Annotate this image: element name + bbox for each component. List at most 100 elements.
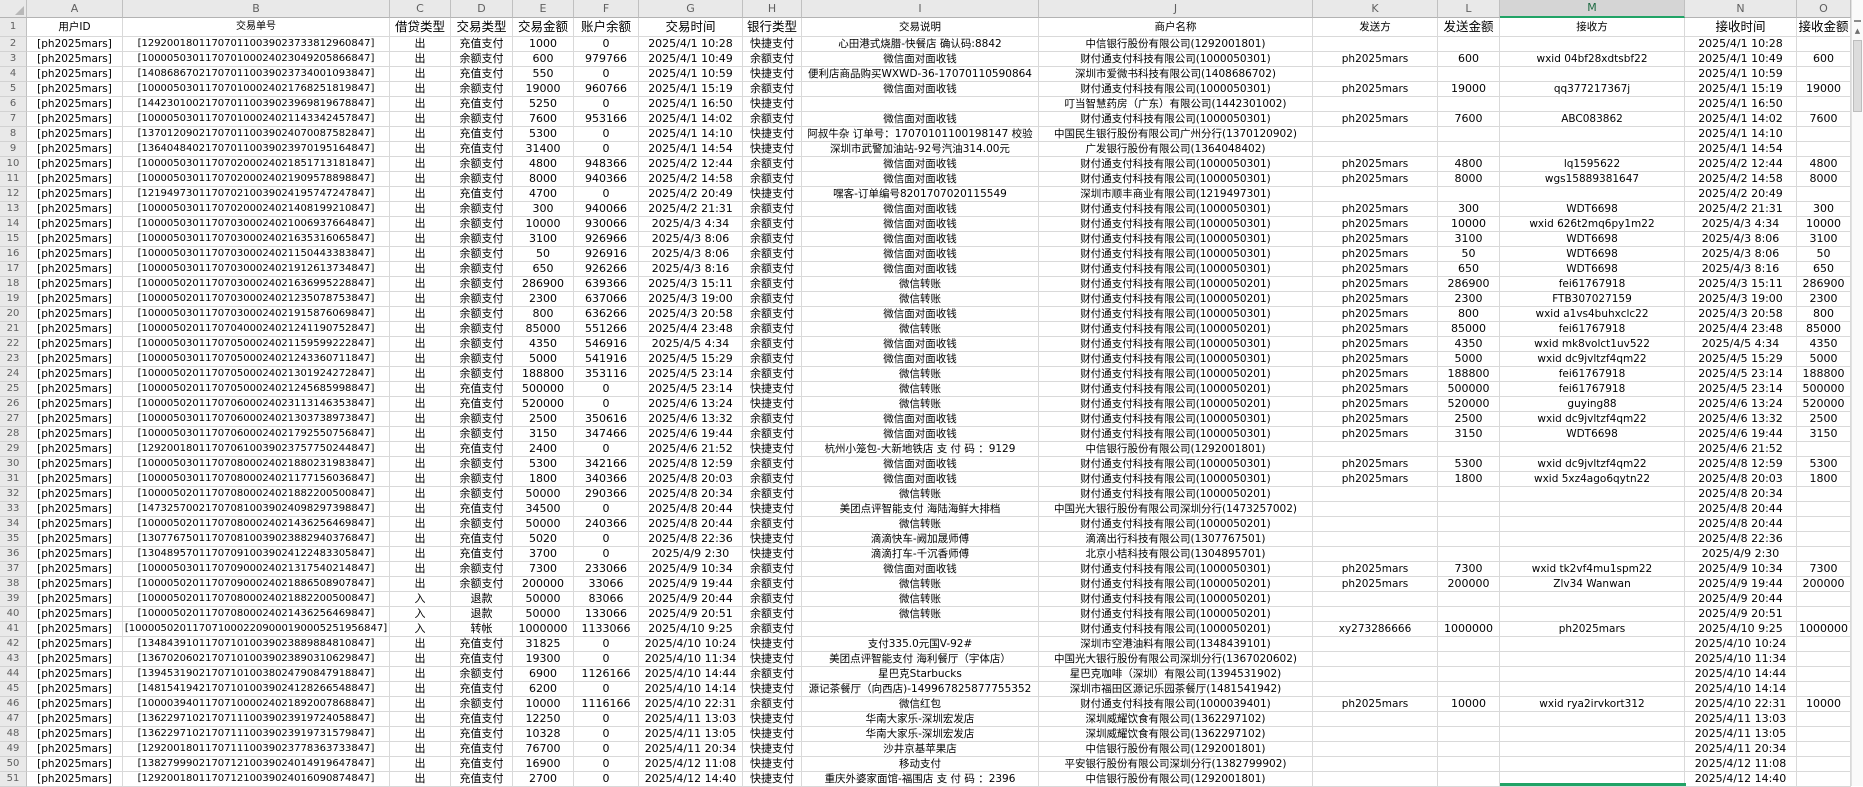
column-header-E[interactable]: E <box>513 0 574 18</box>
cell-H[interactable]: 快捷支付 <box>743 727 802 742</box>
cell-H[interactable]: 余额支付 <box>743 487 802 502</box>
row-number[interactable]: 51 <box>0 772 27 787</box>
cell-N[interactable]: 2025/4/5 23:14 <box>1685 367 1797 382</box>
cell-I[interactable]: 微信转账 <box>802 277 1039 292</box>
cell-K[interactable]: ph2025mars <box>1313 697 1438 712</box>
cell-B[interactable]: [130776750117070810039023882940376847] <box>123 532 390 547</box>
cell-M[interactable] <box>1500 487 1685 502</box>
cell-B[interactable]: [100005030117070200024021408199210847] <box>123 202 390 217</box>
cell-G[interactable]: 2025/4/8 20:44 <box>639 502 743 517</box>
cell-M[interactable] <box>1500 97 1685 112</box>
cell-D[interactable]: 余额支付 <box>451 517 513 532</box>
row-number[interactable]: 13 <box>0 202 27 217</box>
cell-K[interactable] <box>1313 607 1438 622</box>
cell-J[interactable]: 中国光大银行股份有限公司深圳分行(1473257002) <box>1039 502 1313 517</box>
cell-B[interactable]: [147325700217070810039024098297398847] <box>123 502 390 517</box>
cell-O[interactable] <box>1797 547 1851 562</box>
cell-J[interactable]: 财付通支付科技有限公司(1000050301) <box>1039 457 1313 472</box>
cell-C[interactable]: 出 <box>390 472 451 487</box>
row-number[interactable]: 24 <box>0 367 27 382</box>
cell-K[interactable]: ph2025mars <box>1313 412 1438 427</box>
cell-H[interactable]: 余额支付 <box>743 307 802 322</box>
cell-O[interactable]: 300 <box>1797 202 1851 217</box>
cell-L[interactable]: 4800 <box>1438 157 1500 172</box>
cell-O[interactable] <box>1797 682 1851 697</box>
cell-F[interactable]: 551266 <box>574 322 639 337</box>
cell-B[interactable]: [134843910117071010039023889884810847] <box>123 637 390 652</box>
cell-J[interactable]: 财付通支付科技有限公司(1000050201) <box>1039 382 1313 397</box>
cell-D[interactable]: 充值支付 <box>451 382 513 397</box>
cell-M[interactable] <box>1500 727 1685 742</box>
cell-L[interactable] <box>1438 142 1500 157</box>
cell-K[interactable]: ph2025mars <box>1313 172 1438 187</box>
cell-C[interactable]: 入 <box>390 592 451 607</box>
cell-E[interactable]: 50 <box>513 247 574 262</box>
cell-H[interactable]: 余额支付 <box>743 337 802 352</box>
row-number[interactable]: 34 <box>0 517 27 532</box>
cell-E[interactable]: 50000 <box>513 517 574 532</box>
field-header-cell-J[interactable]: 商户名称 <box>1039 18 1313 37</box>
cell-M[interactable]: wxid 626t2mq6py1m22 <box>1500 217 1685 232</box>
cell-D[interactable]: 充值支付 <box>451 397 513 412</box>
cell-O[interactable]: 600 <box>1797 52 1851 67</box>
cell-M[interactable] <box>1500 67 1685 82</box>
cell-J[interactable]: 深圳市爱微书科技有限公司(1408686702) <box>1039 67 1313 82</box>
cell-A[interactable]: [ph2025mars] <box>27 217 123 232</box>
cell-C[interactable]: 出 <box>390 547 451 562</box>
cell-N[interactable]: 2025/4/1 16:50 <box>1685 97 1797 112</box>
cell-B[interactable]: [129200180117070110039023733812960847] <box>123 37 390 52</box>
cell-C[interactable]: 出 <box>390 157 451 172</box>
cell-K[interactable]: ph2025mars <box>1313 472 1438 487</box>
cell-O[interactable] <box>1797 502 1851 517</box>
cell-C[interactable]: 出 <box>390 187 451 202</box>
cell-B[interactable]: [100005030117070200024021909578898847] <box>123 172 390 187</box>
cell-M[interactable]: lq1595622 <box>1500 157 1685 172</box>
cell-L[interactable]: 500000 <box>1438 382 1500 397</box>
cell-C[interactable]: 出 <box>390 517 451 532</box>
cell-H[interactable]: 余额支付 <box>743 577 802 592</box>
cell-B[interactable]: [100005030117070300024021912613734847] <box>123 262 390 277</box>
cell-F[interactable]: 639366 <box>574 277 639 292</box>
cell-J[interactable]: 深圳市空港油料有限公司(1348439101) <box>1039 637 1313 652</box>
cell-N[interactable]: 2025/4/12 14:40 <box>1685 772 1797 787</box>
row-number[interactable]: 6 <box>0 97 27 112</box>
cell-O[interactable]: 286900 <box>1797 277 1851 292</box>
row-number[interactable]: 38 <box>0 577 27 592</box>
cell-E[interactable]: 19300 <box>513 652 574 667</box>
cell-J[interactable]: 叮当智慧药房（广东）有限公司(1442301002) <box>1039 97 1313 112</box>
row-number[interactable]: 46 <box>0 697 27 712</box>
cell-D[interactable]: 余额支付 <box>451 562 513 577</box>
cell-G[interactable]: 2025/4/12 14:40 <box>639 772 743 787</box>
cell-E[interactable]: 31400 <box>513 142 574 157</box>
cell-I[interactable]: 微信转账 <box>802 322 1039 337</box>
cell-K[interactable] <box>1313 652 1438 667</box>
cell-F[interactable]: 353116 <box>574 367 639 382</box>
cell-J[interactable]: 北京小桔科技有限公司(1304895701) <box>1039 547 1313 562</box>
cell-J[interactable]: 深圳威耀饮食有限公司(1362297102) <box>1039 712 1313 727</box>
row-number[interactable]: 7 <box>0 112 27 127</box>
cell-M[interactable] <box>1500 592 1685 607</box>
cell-B[interactable]: [100005030117070900024021317540214847] <box>123 562 390 577</box>
cell-D[interactable]: 余额支付 <box>451 337 513 352</box>
cell-F[interactable]: 1133066 <box>574 622 639 637</box>
cell-N[interactable]: 2025/4/10 14:44 <box>1685 667 1797 682</box>
cell-I[interactable]: 微信面对面收钱 <box>802 112 1039 127</box>
cell-M[interactable] <box>1500 547 1685 562</box>
cell-M[interactable] <box>1500 127 1685 142</box>
cell-G[interactable]: 2025/4/10 22:31 <box>639 697 743 712</box>
cell-N[interactable]: 2025/4/9 19:44 <box>1685 577 1797 592</box>
cell-L[interactable] <box>1438 532 1500 547</box>
cell-G[interactable]: 2025/4/2 21:31 <box>639 202 743 217</box>
cell-M[interactable]: fei61767918 <box>1500 367 1685 382</box>
cell-J[interactable]: 财付通支付科技有限公司(1000050201) <box>1039 367 1313 382</box>
cell-N[interactable]: 2025/4/3 8:16 <box>1685 262 1797 277</box>
cell-I[interactable]: 微信面对面收钱 <box>802 307 1039 322</box>
cell-F[interactable]: 926966 <box>574 232 639 247</box>
cell-A[interactable]: [ph2025mars] <box>27 727 123 742</box>
row-number[interactable]: 17 <box>0 262 27 277</box>
cell-L[interactable]: 2500 <box>1438 412 1500 427</box>
cell-I[interactable]: 阿叔牛杂 订单号：17070101100198147 校验 <box>802 127 1039 142</box>
cell-L[interactable]: 650 <box>1438 262 1500 277</box>
row-number[interactable]: 31 <box>0 472 27 487</box>
cell-J[interactable]: 财付通支付科技有限公司(1000050301) <box>1039 352 1313 367</box>
